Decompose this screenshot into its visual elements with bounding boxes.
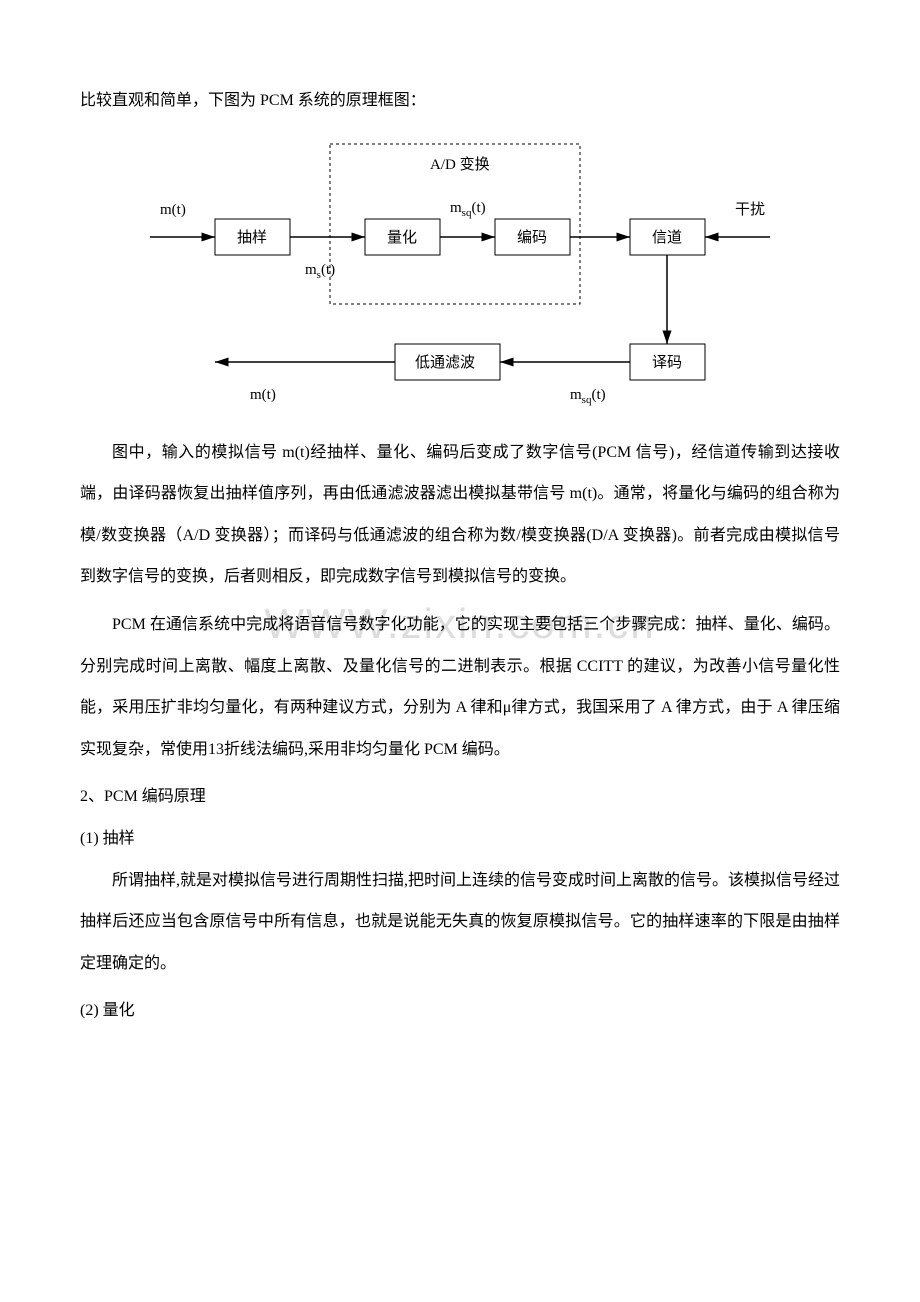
msqt-label: msq(t) xyxy=(450,200,486,219)
para-pcm-steps: PCM 在通信系统中完成将语音信号数字化功能，它的实现主要包括三个步骤完成：抽样… xyxy=(80,604,840,770)
channel-box-label: 信道 xyxy=(652,229,682,246)
mt-out-label: m(t) xyxy=(250,387,276,403)
mst-label: ms(t) xyxy=(305,262,335,281)
encode-box-label: 编码 xyxy=(517,229,547,246)
ad-label: A/D 变换 xyxy=(430,156,490,173)
pcm-block-diagram: A/D 变换 抽样 量化 编码 信道 低通滤波 译码 xyxy=(140,134,780,424)
heading-pcm-encoding: 2、PCM 编码原理 xyxy=(80,776,840,818)
quant-box-label: 量化 xyxy=(387,229,417,246)
msqt-out-label: msq(t) xyxy=(570,387,606,406)
heading-sample: (1) 抽样 xyxy=(80,818,840,860)
decode-box-label: 译码 xyxy=(652,354,682,371)
para-after-diagram: 图中，输入的模拟信号 m(t)经抽样、量化、编码后变成了数字信号(PCM 信号)… xyxy=(80,432,840,598)
heading-quant: (2) 量化 xyxy=(80,990,840,1032)
sample-box-label: 抽样 xyxy=(237,229,267,246)
intro-line: 比较直观和简单，下图为 PCM 系统的原理框图： xyxy=(80,80,840,122)
mt-in-label: m(t) xyxy=(160,202,186,218)
noise-label: 干扰 xyxy=(735,201,765,218)
para-sample: 所谓抽样,就是对模拟信号进行周期性扫描,把时间上连续的信号变成时间上离散的信号。… xyxy=(80,860,840,985)
lowpass-box-label: 低通滤波 xyxy=(415,354,475,371)
